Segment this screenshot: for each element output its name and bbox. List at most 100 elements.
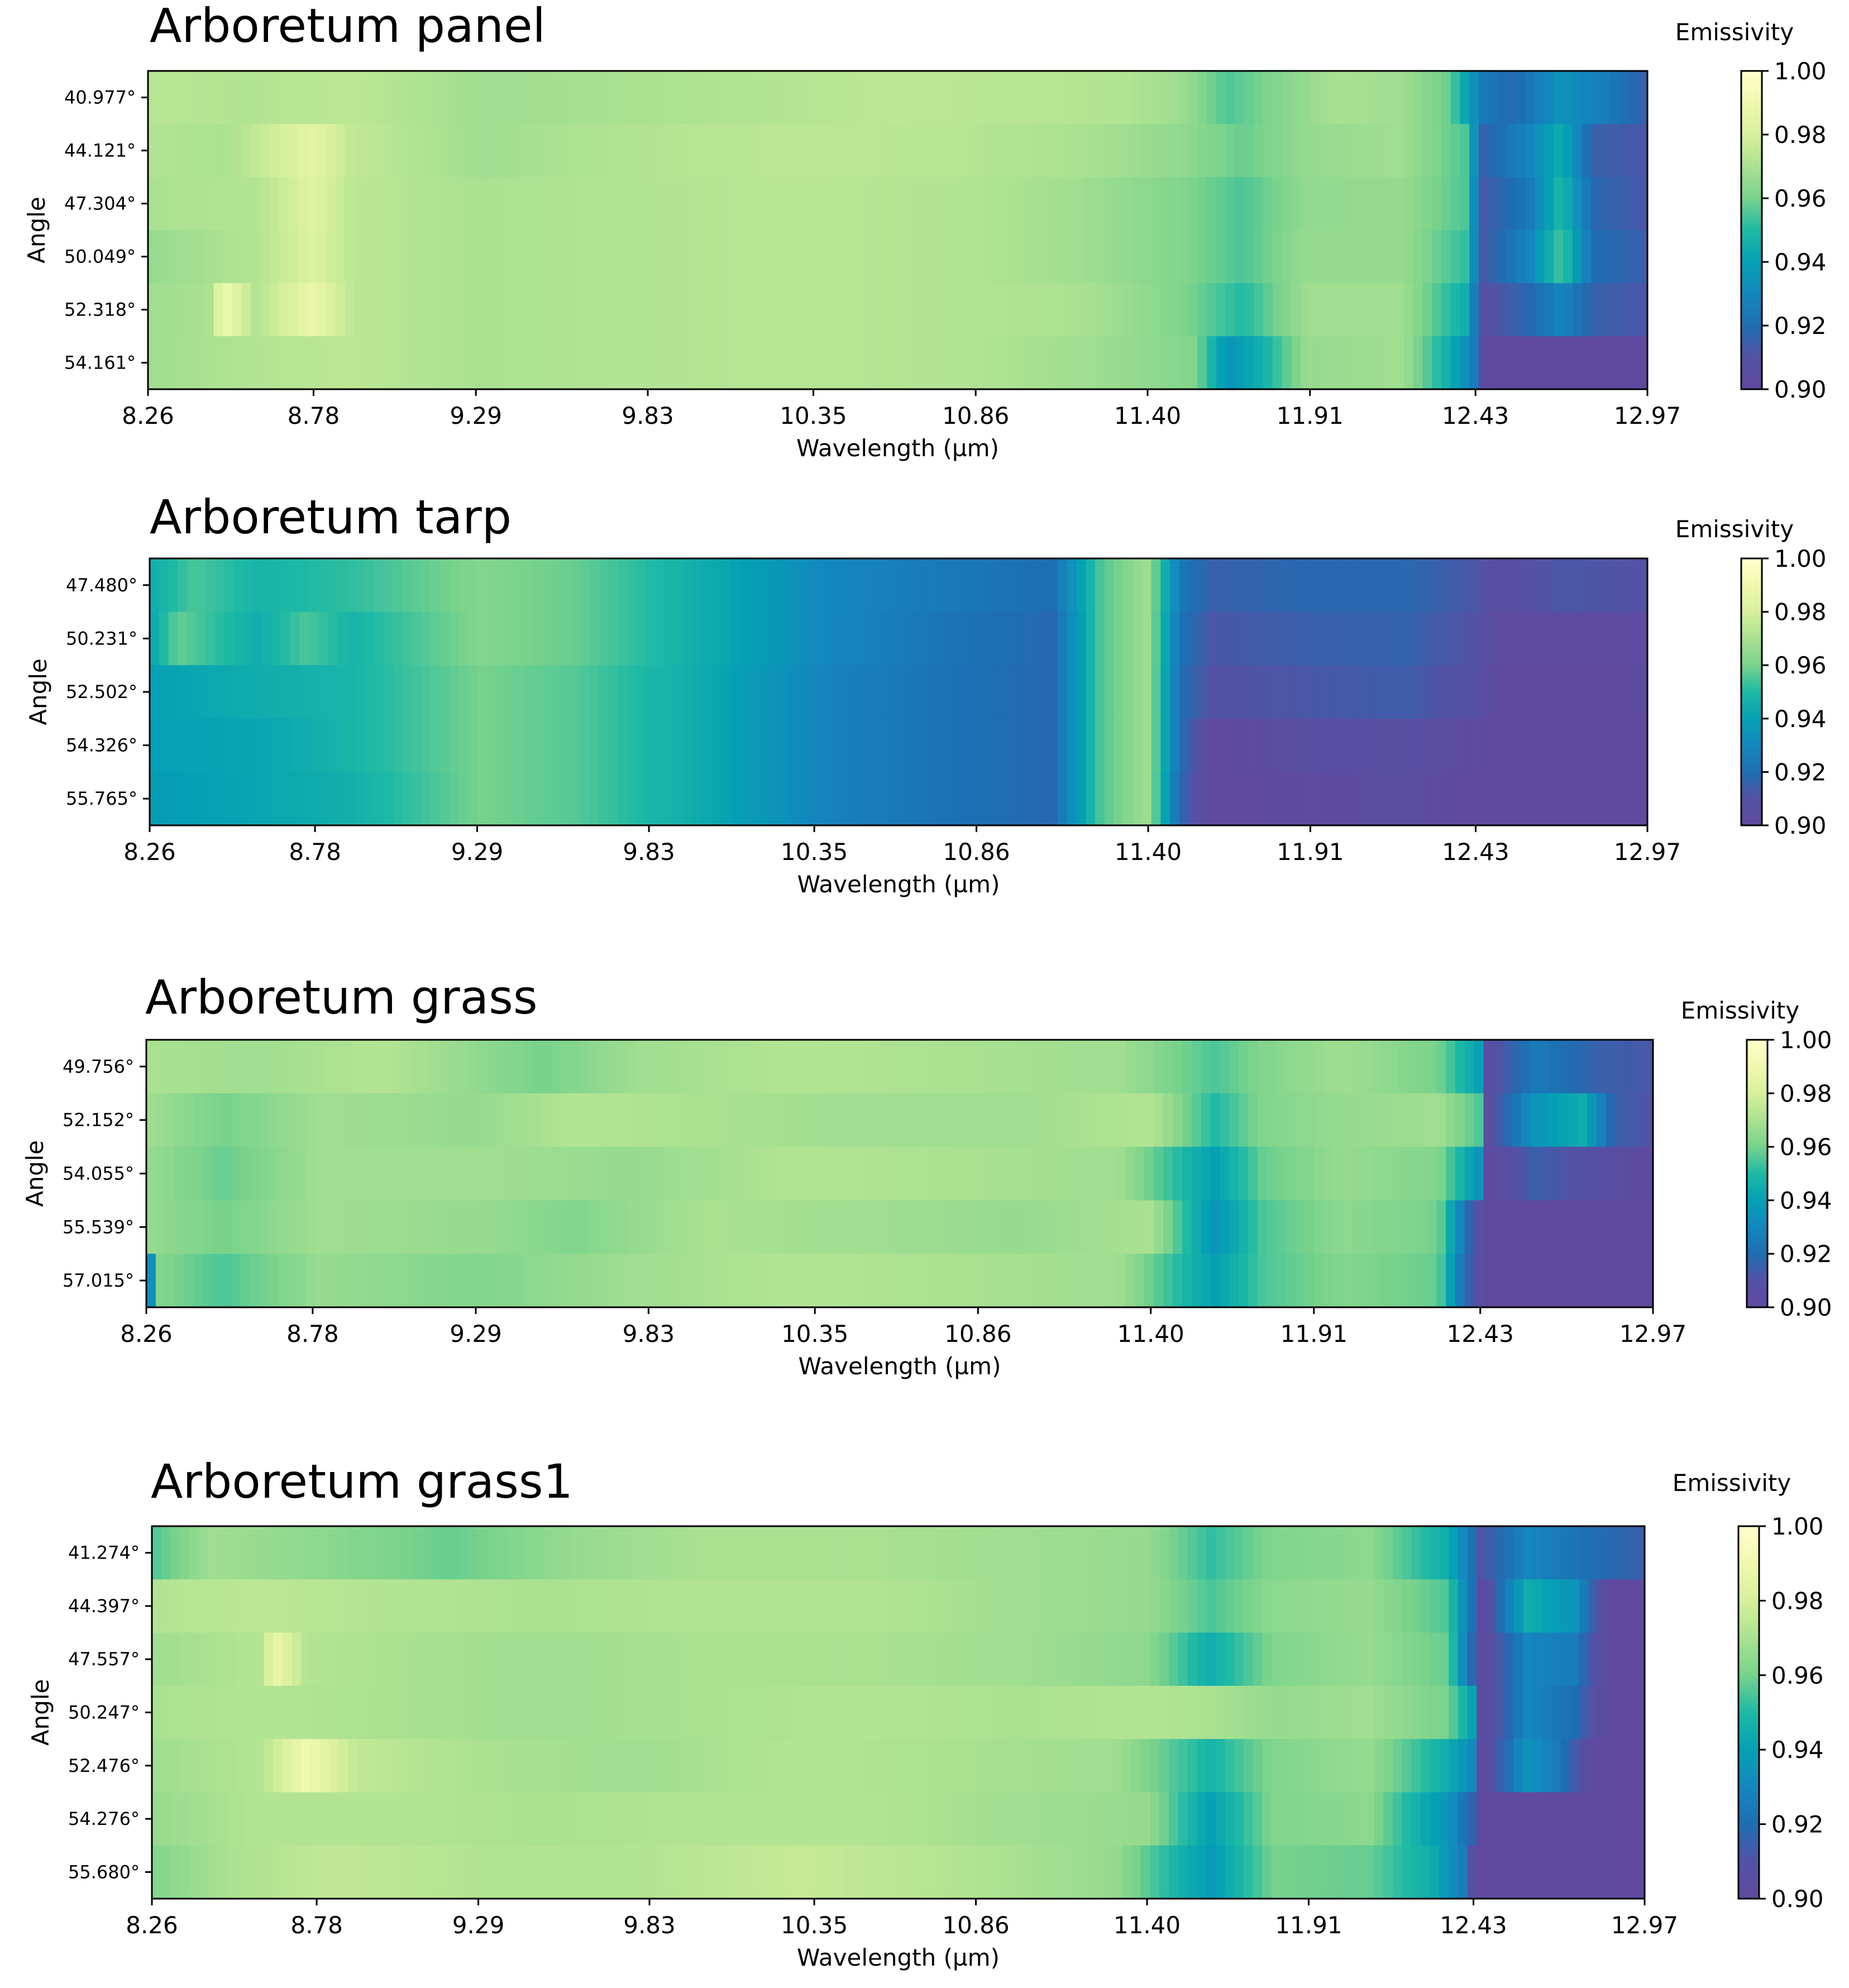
heatmap-cell [1276, 1093, 1287, 1148]
heatmap-cell [1122, 124, 1133, 178]
heatmap-cell [551, 283, 561, 337]
heatmap-cell [185, 177, 195, 231]
heatmap-cell [861, 611, 871, 666]
heatmap-cell [637, 1526, 647, 1580]
heatmap-cell [1305, 1146, 1315, 1201]
heatmap-cell [1357, 558, 1367, 613]
heatmap-cell [1467, 1526, 1478, 1580]
heatmap-cell [1282, 718, 1292, 773]
heatmap-cell [189, 1579, 199, 1633]
heatmap-cell [279, 230, 289, 284]
heatmap-cell [1609, 283, 1620, 337]
heatmap-cell [523, 1146, 533, 1201]
heatmap-cell [504, 1093, 514, 1148]
heatmap-cell [599, 1579, 610, 1633]
heatmap-cell [319, 1526, 330, 1580]
heatmap-cell [1159, 1792, 1169, 1846]
heatmap-cell [354, 283, 364, 337]
heatmap-cell [1625, 1040, 1635, 1094]
heatmap-cell [1582, 124, 1592, 178]
heatmap-cell [494, 336, 505, 390]
heatmap-cell [196, 665, 207, 719]
heatmap-cell [494, 1200, 505, 1254]
heatmap-cell [307, 230, 317, 284]
heatmap-cell [1207, 718, 1217, 773]
heatmap-cell [599, 665, 609, 719]
heatmap-cell [166, 124, 177, 178]
heatmap-cell [664, 1200, 675, 1254]
heatmap-cell [881, 1040, 891, 1094]
heatmap-cell [637, 1685, 647, 1740]
heatmap-cell [1103, 124, 1114, 178]
heatmap-cell [570, 1200, 580, 1254]
x-tick-label: 9.83 [623, 838, 675, 866]
heatmap-cell [282, 1792, 293, 1846]
heatmap-cell [476, 1254, 486, 1308]
heatmap-cell [918, 1040, 929, 1094]
heatmap-cell [609, 1739, 619, 1793]
heatmap-cell [1011, 558, 1021, 613]
heatmap-cell [301, 1579, 311, 1633]
heatmap-cell [842, 1526, 852, 1580]
heatmap-cell [1179, 665, 1189, 719]
heatmap-cell [1432, 772, 1442, 826]
heatmap-cell [1563, 558, 1573, 613]
heatmap-cell [1430, 1632, 1440, 1686]
heatmap-cell [777, 1526, 787, 1580]
heatmap-cell [1310, 558, 1321, 613]
heatmap-cell [739, 1040, 749, 1094]
heatmap-cell [870, 1845, 880, 1899]
y-tick-label: 50.049° [64, 246, 136, 267]
heatmap-cell [1290, 1579, 1300, 1633]
heatmap-cell [541, 230, 552, 284]
heatmap-cell [1615, 1146, 1626, 1201]
heatmap-cell [842, 718, 852, 773]
heatmap-cell [394, 1792, 404, 1846]
x-axis-label: Wavelength (µm) [797, 1944, 1000, 1971]
heatmap-cell [588, 71, 599, 125]
heatmap-cell [748, 665, 759, 719]
heatmap-cell [488, 1739, 498, 1793]
heatmap-cell [1253, 1792, 1263, 1846]
heatmap-cell [833, 665, 843, 719]
heatmap-cell [636, 1146, 646, 1201]
heatmap-cell [683, 665, 694, 719]
heatmap-cell [412, 611, 422, 666]
heatmap-cell [1299, 1739, 1310, 1793]
heatmap-cell [1338, 336, 1348, 390]
heatmap-cell [1441, 177, 1451, 231]
heatmap-cell [251, 124, 261, 178]
heatmap-cell [907, 124, 917, 178]
heatmap-cell [327, 558, 338, 613]
heatmap-cell [504, 230, 514, 284]
heatmap-cell [683, 1146, 693, 1201]
heatmap-cell [1263, 71, 1273, 125]
heatmap-cell [410, 1040, 420, 1094]
heatmap-cell [161, 1579, 171, 1633]
heatmap-cell [1619, 124, 1630, 178]
heatmap-cell [1493, 1040, 1503, 1094]
heatmap-cell [1057, 558, 1068, 613]
heatmap-cell [794, 230, 805, 284]
heatmap-cell [702, 1632, 713, 1686]
heatmap-cell [1417, 1093, 1428, 1148]
heatmap-cell [1355, 1685, 1365, 1740]
heatmap-cell [1469, 230, 1479, 284]
heatmap-cell [1235, 772, 1246, 826]
heatmap-cell [226, 1792, 237, 1846]
heatmap-cell [1392, 1739, 1403, 1793]
heatmap-cell [382, 71, 393, 125]
heatmap-cell [466, 283, 477, 337]
heatmap-cell [543, 1845, 554, 1899]
heatmap-cell [1329, 230, 1339, 284]
heatmap-cell [515, 1632, 526, 1686]
heatmap-cell [1220, 1040, 1230, 1094]
heatmap-cell [796, 1040, 806, 1094]
heatmap-cell [168, 558, 179, 613]
heatmap-cell [785, 71, 795, 125]
heatmap-cell [165, 1200, 175, 1254]
heatmap-cell [316, 1093, 326, 1148]
heatmap-cell [460, 1845, 470, 1899]
heatmap-cell [1570, 1845, 1580, 1899]
heatmap-cell [1469, 336, 1479, 390]
